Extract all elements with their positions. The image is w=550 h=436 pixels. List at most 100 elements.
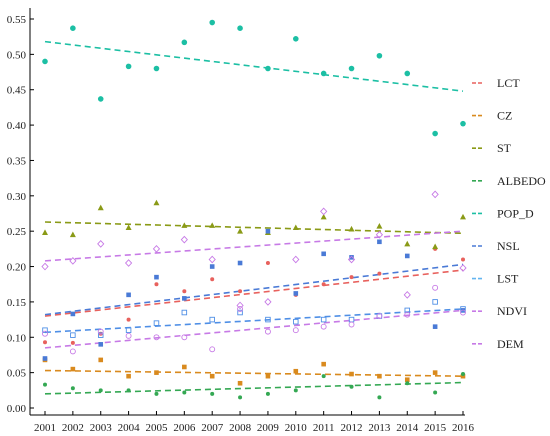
x-tick-label: 2003 [90, 422, 113, 434]
point-nsl [404, 253, 410, 259]
point-nsl [377, 239, 382, 245]
point-cz [154, 370, 159, 375]
point-dem [320, 323, 327, 330]
point-st [237, 227, 244, 234]
point-ndvi [152, 245, 161, 253]
point-lct [321, 282, 326, 287]
point-cz [377, 373, 382, 379]
point-pop_d [320, 70, 327, 77]
point-pop_d [265, 65, 271, 72]
point-cz [349, 371, 354, 377]
point-lct [210, 277, 215, 282]
legend-label-lct: LCT [497, 76, 520, 90]
x-tick-label: 2011 [313, 422, 335, 434]
x-tick-label: 2012 [341, 422, 363, 434]
point-cz [432, 370, 438, 375]
x-tick-label: 2010 [285, 422, 308, 434]
legend-label-nsl: NSL [497, 239, 520, 253]
point-st [376, 223, 383, 229]
point-pop_d [404, 70, 411, 77]
point-lst [97, 332, 104, 338]
y-tick-label: 0.35 [7, 155, 27, 167]
y-tick-label: 0.30 [7, 191, 27, 203]
point-cz [265, 373, 271, 379]
point-lst [293, 318, 299, 325]
point-pop_d [42, 58, 48, 65]
point-lst [432, 299, 438, 305]
legend-label-ndvi: NDVI [497, 304, 527, 318]
point-pop_d [348, 65, 355, 72]
point-st [432, 243, 439, 250]
point-lst [404, 307, 411, 314]
trend-line-ndvi [44, 230, 464, 262]
legend-label-albedo: ALBEDO [497, 174, 546, 188]
y-tick-label: 0.50 [7, 49, 27, 61]
legend-label-lst: LST [497, 272, 519, 286]
point-lct [377, 271, 382, 276]
point-dem [348, 321, 355, 328]
x-tick-label: 2001 [34, 422, 56, 434]
point-lct [70, 340, 75, 345]
point-cz [70, 366, 76, 372]
y-tick-label: 0.15 [7, 297, 27, 309]
x-tick-label: 2008 [229, 422, 252, 434]
point-lst [125, 327, 132, 333]
point-st [42, 229, 48, 235]
point-ndvi [292, 255, 300, 264]
point-st [320, 213, 327, 220]
point-pop_d [153, 65, 160, 72]
point-st [348, 225, 355, 232]
point-dem [181, 334, 188, 341]
point-albedo [321, 374, 326, 379]
point-dem [292, 327, 299, 334]
y-tick-label: 0.25 [7, 226, 27, 238]
point-albedo [43, 382, 47, 387]
point-lct [461, 257, 465, 262]
point-nsl [182, 296, 187, 301]
point-ndvi [347, 255, 356, 264]
y-tick-label: 0.55 [7, 14, 27, 26]
x-tick-label: 2009 [257, 422, 280, 434]
point-st [181, 222, 188, 228]
data-points [41, 19, 467, 400]
point-ndvi [264, 298, 272, 306]
trend-line-nsl [44, 263, 464, 316]
point-ndvi [208, 255, 216, 264]
point-nsl [237, 260, 243, 266]
point-lst [265, 316, 271, 323]
y-tick-label: 0.10 [7, 332, 27, 344]
point-albedo [210, 391, 215, 396]
x-tick-label: 2013 [368, 422, 391, 434]
point-ndvi [41, 262, 49, 271]
point-albedo [182, 390, 187, 395]
point-dem [460, 309, 466, 316]
point-ndvi [320, 207, 328, 216]
point-ndvi [69, 257, 77, 265]
y-tick-label: 0.20 [7, 262, 27, 274]
point-albedo [377, 395, 382, 400]
point-lst [153, 320, 160, 326]
point-st [97, 204, 104, 211]
point-pop_d [125, 63, 132, 70]
x-tick-label: 2005 [145, 422, 168, 434]
trend-lines [44, 40, 464, 395]
x-tick-label: 2016 [452, 422, 475, 434]
point-ndvi [236, 301, 244, 310]
x-tick-label: 2004 [118, 422, 141, 434]
point-st [209, 222, 216, 228]
point-albedo [238, 395, 243, 400]
point-cz [321, 361, 326, 367]
point-dem [264, 328, 271, 335]
y-tick-label: 0.45 [7, 85, 27, 97]
point-albedo [433, 390, 438, 395]
point-albedo [293, 388, 298, 393]
point-lct [265, 261, 270, 266]
trend-line-lct [44, 269, 464, 317]
point-nsl [349, 255, 354, 260]
point-dem [376, 313, 383, 320]
point-pop_d [209, 19, 215, 26]
trend-line-albedo [44, 381, 464, 395]
x-tick-label: 2014 [396, 422, 419, 434]
axes [29, 8, 465, 416]
point-cz [209, 373, 215, 379]
